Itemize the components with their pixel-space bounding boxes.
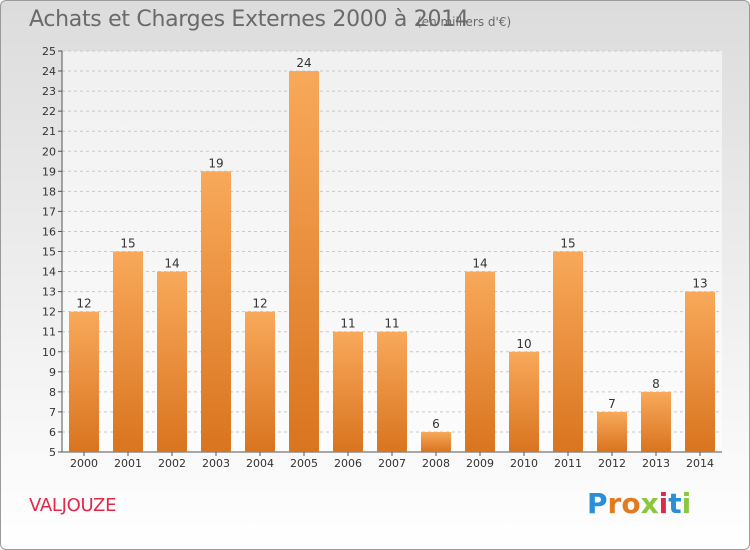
bar: [289, 71, 319, 453]
bar-value-label: 14: [472, 257, 487, 271]
y-tick-label: 6: [49, 426, 56, 439]
chart-title: Achats et Charges Externes 2000 à 2014: [29, 7, 469, 32]
bar-value-label: 10: [516, 337, 531, 351]
y-tick-label: 18: [42, 185, 56, 198]
x-tick-label: 2001: [114, 457, 142, 470]
bar-value-label: 19: [208, 156, 223, 170]
x-tick-label: 2007: [378, 457, 406, 470]
proxiti-logo: Proxiti: [587, 487, 691, 520]
bar: [641, 391, 671, 452]
y-tick-label: 23: [42, 85, 56, 98]
x-tick-label: 2004: [246, 457, 274, 470]
bar-value-label: 15: [120, 237, 135, 251]
bar: [597, 411, 627, 452]
y-tick-label: 21: [42, 125, 56, 138]
bar: [157, 271, 187, 452]
y-tick-label: 25: [42, 45, 56, 58]
bar: [553, 251, 583, 452]
y-tick-label: 14: [42, 266, 56, 279]
y-tick-label: 5: [49, 446, 56, 459]
x-tick-label: 2012: [598, 457, 626, 470]
bar-value-label: 8: [652, 377, 660, 391]
y-tick-label: 16: [42, 225, 56, 238]
bar-value-label: 12: [76, 297, 91, 311]
y-tick-label: 7: [49, 406, 56, 419]
y-tick-label: 15: [42, 246, 56, 259]
chart-subtitle: (en milliers d'€): [417, 15, 512, 29]
x-tick-label: 2000: [70, 457, 98, 470]
bar: [685, 291, 715, 452]
bar-value-label: 11: [340, 317, 355, 331]
bar-value-label: 15: [560, 237, 575, 251]
y-tick-label: 24: [42, 65, 56, 78]
bar-value-label: 6: [432, 417, 440, 431]
y-tick-label: 10: [42, 346, 56, 359]
bar: [421, 431, 451, 452]
x-tick-label: 2010: [510, 457, 538, 470]
logo-letter: t: [668, 487, 682, 520]
y-tick-label: 11: [42, 326, 56, 339]
y-tick-label: 8: [49, 386, 56, 399]
bar: [113, 251, 143, 452]
y-tick-label: 20: [42, 145, 56, 158]
logo-letter: o: [621, 487, 641, 520]
x-tick-label: 2013: [642, 457, 670, 470]
location-name: VALJOUZE: [29, 495, 117, 516]
y-tick-label: 17: [42, 205, 56, 218]
y-tick-label: 13: [42, 286, 56, 299]
bar-value-label: 24: [296, 56, 311, 70]
logo-letter: i: [681, 487, 692, 520]
bar: [69, 311, 99, 452]
x-tick-label: 2011: [554, 457, 582, 470]
y-tick-label: 9: [49, 366, 56, 379]
logo-letter: r: [607, 487, 622, 520]
x-tick-label: 2006: [334, 457, 362, 470]
bar: [333, 331, 363, 452]
bar-value-label: 12: [252, 297, 267, 311]
bar: [465, 271, 495, 452]
bar: [377, 331, 407, 452]
bar-value-label: 7: [608, 397, 616, 411]
x-tick-label: 2008: [422, 457, 450, 470]
bar: [201, 171, 231, 453]
y-tick-label: 19: [42, 165, 56, 178]
logo-letter: P: [587, 487, 608, 520]
y-tick-label: 22: [42, 105, 56, 118]
x-tick-label: 2005: [290, 457, 318, 470]
bar-value-label: 14: [164, 257, 179, 271]
x-tick-label: 2002: [158, 457, 186, 470]
logo-letter: x: [640, 487, 659, 520]
bar-value-label: 13: [692, 277, 707, 291]
x-tick-label: 2009: [466, 457, 494, 470]
x-tick-label: 2003: [202, 457, 230, 470]
x-tick-label: 2014: [686, 457, 714, 470]
bar-value-label: 11: [384, 317, 399, 331]
y-tick-label: 12: [42, 306, 56, 319]
bar: [245, 311, 275, 452]
logo-letter: i: [658, 487, 669, 520]
bar: [509, 351, 539, 452]
